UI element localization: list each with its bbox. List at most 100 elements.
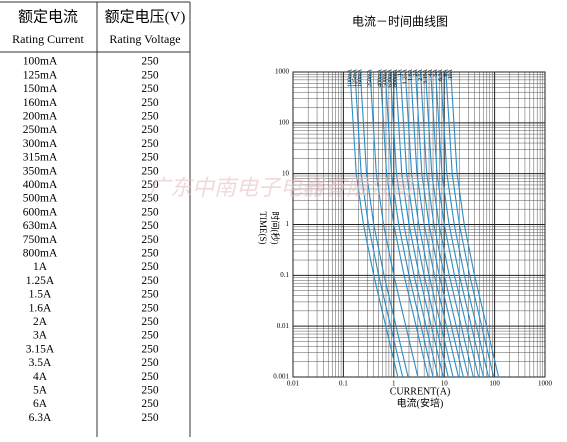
table-cell: 250 [141, 83, 159, 95]
curve [445, 71, 495, 378]
curve [435, 71, 484, 378]
table-cell: 250 [141, 206, 159, 218]
table-cell: 250 [141, 289, 159, 301]
table-cell: 100mA [23, 56, 58, 68]
x-axis-label: 电流(安培) [397, 396, 444, 409]
table-cell: 200mA [23, 110, 58, 122]
table-cell: 600mA [23, 206, 58, 218]
table-header-cn: 额定电压(V) [105, 8, 186, 25]
table-cell: 500mA [23, 193, 58, 205]
table-cell: 250 [141, 357, 159, 369]
curve [430, 71, 480, 378]
table-cell: 250 [141, 110, 159, 122]
table-header-en: Rating Current [12, 32, 84, 46]
table-cell: 250 [141, 220, 159, 232]
table-cell: 1.5A [29, 289, 52, 301]
table-cell: 250 [141, 302, 159, 314]
table-cell: 3.15A [26, 343, 55, 355]
table-header-cn: 额定电流 [18, 8, 78, 25]
legend-label: 2.5A [418, 68, 424, 81]
table-cell: 250 [141, 247, 159, 259]
curve [440, 71, 490, 378]
table-header-en: Rating Voltage [109, 32, 180, 46]
table-cell: 250 [141, 343, 159, 355]
table-cell: 250 [141, 165, 159, 177]
y-tick-label: 0.1 [280, 271, 289, 279]
legend-label: 400mA [378, 68, 384, 87]
table-cell: 300mA [23, 138, 58, 150]
x-tick-label: 100 [489, 380, 500, 388]
table-cell: 4A [33, 371, 48, 383]
curve [379, 71, 429, 378]
y-tick-label: 0.01 [277, 322, 290, 330]
curve [394, 71, 444, 378]
table-cell: 350mA [23, 165, 58, 177]
curve [450, 71, 500, 378]
legend-label: 4A [428, 68, 434, 76]
table-cell: 1A [33, 261, 48, 273]
legend-label: 100mA [347, 68, 353, 87]
table-cell: 1.25A [26, 275, 55, 287]
table-cell: 800mA [23, 247, 58, 259]
table-cell: 250 [141, 56, 159, 68]
legend-label: 160mA [358, 68, 364, 87]
table-cell: 150mA [23, 83, 58, 95]
table-cell: 250 [141, 152, 159, 164]
legend-label: 6.3A [438, 68, 444, 81]
table-cell: 250 [141, 179, 159, 191]
y-tick-label: 1000 [275, 68, 290, 76]
legend-label: 2A [413, 68, 419, 76]
table-cell: 250 [141, 138, 159, 150]
chart-title: 电流－时间曲线图 [352, 15, 448, 29]
table-cell: 250 [141, 330, 159, 342]
y-tick-label: 0.001 [273, 373, 289, 381]
legend-label: 1.25A [403, 68, 409, 84]
y-axis-label: 时间(秒) [270, 212, 281, 245]
table-cell: 160mA [23, 97, 58, 109]
x-tick-label: 1 [392, 380, 396, 388]
table-cell: 250 [141, 412, 159, 424]
legend-label: 5A [433, 68, 439, 76]
x-tick-label: 0.01 [287, 380, 300, 388]
table-cell: 6A [33, 398, 48, 410]
y-tick-label: 1 [286, 220, 290, 228]
table-cell: 630mA [23, 220, 58, 232]
x-tick-label: 10 [441, 380, 449, 388]
table-cell: 250 [141, 275, 159, 287]
table-cell: 250 [141, 124, 159, 136]
table-cell: 3A [33, 330, 48, 342]
table-cell: 250 [141, 371, 159, 383]
curve [369, 71, 419, 378]
legend-label: 630mA [388, 68, 394, 87]
legend-label: 250mA [367, 68, 373, 87]
table-cell: 1.6A [29, 302, 52, 314]
legend-label: 3.15A [423, 68, 429, 84]
table-cell: 250 [141, 261, 159, 273]
table-cell: 250 [141, 69, 159, 81]
curve [384, 71, 434, 378]
legend-label: 10A [448, 68, 454, 79]
table-cell: 5A [33, 385, 48, 397]
curve [359, 71, 409, 378]
legend-label: 1.6A [408, 68, 414, 81]
table-cell: 6.3A [29, 412, 52, 424]
x-axis-label: CURRENT(A) [390, 386, 451, 397]
legend-label: 800mA [393, 68, 399, 87]
legend-label: 1A [398, 68, 404, 76]
curve [424, 71, 474, 378]
x-tick-label: 1000 [538, 380, 553, 388]
curve [410, 71, 460, 378]
table-cell: 250mA [23, 124, 58, 136]
table-cell: 750mA [23, 234, 58, 246]
y-axis-label: TIME(S) [258, 212, 268, 245]
table-cell: 250 [141, 398, 159, 410]
curve [354, 71, 404, 378]
table-cell: 250 [141, 97, 159, 109]
table-cell: 3.5A [29, 357, 52, 369]
table-cell: 250 [141, 234, 159, 246]
curve [349, 71, 399, 378]
y-tick-label: 100 [279, 118, 290, 126]
legend-label: 8A [443, 68, 449, 76]
